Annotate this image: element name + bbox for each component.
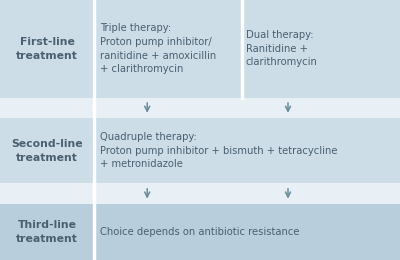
- Bar: [0, 0, 400, 98]
- Text: Triple therapy:
Proton pump inhibitor/
ranitidine + amoxicillin
+ clarithromycin: Triple therapy: Proton pump inhibitor/ r…: [100, 23, 216, 74]
- Text: Dual therapy:
Ranitidine +
clarithromycin: Dual therapy: Ranitidine + clarithromyci…: [246, 30, 318, 67]
- Bar: [0, 204, 400, 260]
- Text: Third-line
treatment: Third-line treatment: [16, 220, 78, 244]
- Bar: [0, 98, 400, 118]
- Text: First-line
treatment: First-line treatment: [16, 37, 78, 61]
- Bar: [0, 118, 400, 183]
- Text: Quadruple therapy:
Proton pump inhibitor + bismuth + tetracycline
+ metronidazol: Quadruple therapy: Proton pump inhibitor…: [100, 132, 338, 170]
- Text: Second-line
treatment: Second-line treatment: [11, 139, 83, 163]
- Text: Choice depends on antibiotic resistance: Choice depends on antibiotic resistance: [100, 227, 300, 237]
- Bar: [0, 183, 400, 204]
